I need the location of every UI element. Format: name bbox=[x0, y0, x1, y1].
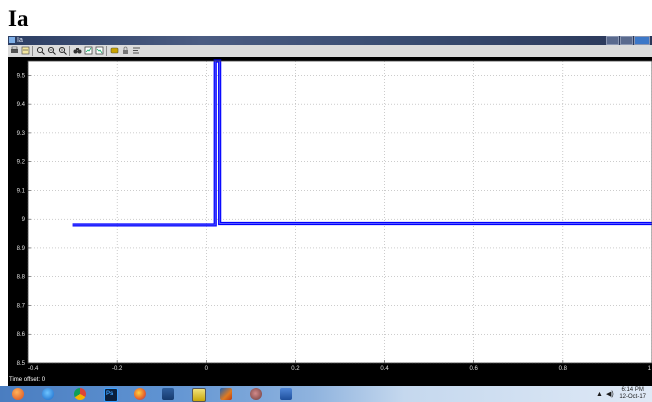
lock-icon[interactable] bbox=[121, 46, 130, 55]
y-tick-label: 9.4 bbox=[17, 102, 26, 108]
toolbar-separator bbox=[69, 46, 70, 56]
y-tick-label: 8.6 bbox=[17, 332, 26, 338]
time-offset-label: Time offset: bbox=[9, 377, 41, 383]
parameters-icon[interactable] bbox=[21, 46, 30, 55]
save-axes-icon[interactable] bbox=[84, 46, 93, 55]
edge-icon[interactable] bbox=[42, 388, 54, 400]
y-tick-label: 8.7 bbox=[17, 303, 26, 309]
restore-axes-icon[interactable] bbox=[95, 46, 104, 55]
volume-icon[interactable]: ◀) bbox=[606, 391, 614, 398]
y-tick-label: 8.5 bbox=[17, 361, 26, 367]
word-icon[interactable] bbox=[280, 388, 292, 400]
x-tick-label: -0.2 bbox=[112, 366, 123, 372]
floating-scope-icon[interactable] bbox=[110, 46, 119, 55]
minimize-button[interactable] bbox=[606, 36, 619, 45]
x-tick-label: 1 bbox=[648, 366, 652, 372]
autoscale-icon[interactable] bbox=[73, 46, 82, 55]
windows-taskbar: Ps ▲ ◀) 6:14 PM 12-Oct-17 bbox=[0, 386, 652, 402]
system-clock[interactable]: 6:14 PM 12-Oct-17 bbox=[619, 387, 646, 401]
x-tick-label: 0.8 bbox=[559, 366, 568, 372]
chrome-icon[interactable] bbox=[74, 388, 86, 400]
y-tick-label: 8.8 bbox=[17, 275, 26, 281]
toolbar-separator bbox=[32, 46, 33, 56]
page-heading: Ia bbox=[8, 6, 29, 31]
axes-frame bbox=[27, 60, 652, 364]
y-tick-label: 8.9 bbox=[17, 246, 26, 252]
x-tick-label: 0.6 bbox=[470, 366, 479, 372]
photoshop-label: Ps bbox=[106, 391, 114, 397]
scope-window: Ia -0.4 -0.2 0 0.2 0.4 0.6 0.8 1 8.5 8.6 8.7 8.8 8.9… bbox=[8, 36, 652, 386]
y-tick-label: 9.5 bbox=[17, 73, 26, 79]
scope-chart: -0.4 -0.2 0 0.2 0.4 0.6 0.8 1 8.5 8.6 8.7 8.8 8.9 9 9.… bbox=[17, 59, 652, 372]
x-tick-label: 0 bbox=[205, 366, 209, 372]
window-title: Ia bbox=[17, 37, 23, 44]
y-tick-label: 9.1 bbox=[17, 188, 26, 194]
window-controls bbox=[606, 36, 650, 45]
file-explorer-icon[interactable] bbox=[162, 388, 174, 400]
media-player-icon[interactable] bbox=[250, 388, 262, 400]
x-tick-label: 0.2 bbox=[291, 366, 300, 372]
y-tick-label: 9.2 bbox=[17, 160, 26, 166]
time-offset-value: 0 bbox=[41, 377, 46, 383]
time-offset-readout: Time offset: 0 bbox=[9, 376, 45, 385]
clock-date: 12-Oct-17 bbox=[619, 394, 646, 400]
x-tick-label: -0.4 bbox=[28, 366, 39, 372]
zoom-in-icon[interactable] bbox=[36, 46, 45, 55]
start-orb-icon[interactable] bbox=[12, 388, 24, 400]
sticky-notes-icon[interactable] bbox=[192, 388, 206, 402]
scope-app-icon bbox=[9, 37, 15, 43]
zoom-x-icon[interactable] bbox=[47, 46, 56, 55]
axes-background bbox=[28, 61, 652, 363]
clock-time: 6:14 PM bbox=[621, 387, 644, 393]
toolbar-separator bbox=[106, 46, 107, 56]
close-button[interactable] bbox=[634, 36, 650, 45]
signal-selection-icon[interactable] bbox=[132, 46, 141, 55]
y-tick-label: 9.3 bbox=[17, 131, 26, 137]
x-tick-label: 0.4 bbox=[380, 366, 389, 372]
matlab-icon[interactable] bbox=[220, 388, 232, 400]
zoom-y-icon[interactable] bbox=[58, 46, 67, 55]
tray-overflow-icon[interactable]: ▲ bbox=[596, 391, 603, 398]
y-tick-label: 9 bbox=[22, 217, 26, 223]
title-bar: Ia bbox=[8, 36, 652, 45]
scope-plot-area[interactable]: -0.4 -0.2 0 0.2 0.4 0.6 0.8 1 8.5 8.6 8.7 8.8 8.9 9 9.… bbox=[8, 57, 652, 376]
firefox-icon[interactable] bbox=[134, 388, 146, 400]
print-icon[interactable] bbox=[10, 46, 19, 55]
maximize-button[interactable] bbox=[620, 36, 633, 45]
